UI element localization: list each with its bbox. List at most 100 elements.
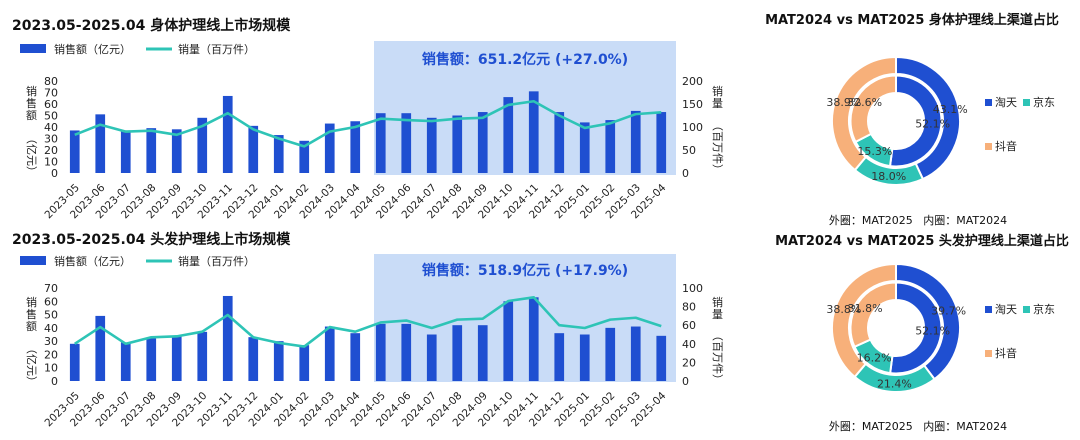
bar-mark [528,91,539,173]
bar-mark [197,117,208,173]
left-y-tick-label: 10 [44,156,58,169]
donut-caption: 外圈：MAT2025 内圈：MAT2024 [829,419,1007,433]
right-y-axis-ticks: 0 50 100 150 200 [682,75,703,180]
legend-label-douyin: 抖音 [995,346,1017,360]
inner-ring-slice-taotian [888,74,943,168]
right-y-tick-label: 60 [682,319,696,332]
right-y-tick-label: 0 [682,167,689,180]
legend-label-taotian: 淘天 [995,303,1017,316]
bar-mark [350,333,361,381]
body-care-channel-donut-chart: MAT2024 vs MAT2025 身体护理线上渠道占比 43.1% 18.0%… [765,12,1059,227]
bar-mark [69,130,80,173]
left-y-tick-label: 0 [51,167,58,180]
outer-ring-percent-label: 39.7% [931,304,966,317]
left-y-tick-label: 60 [44,295,58,308]
body-care-market-chart: 2023.05-2025.04 身体护理线上市场规模 销售额（亿元） 销量（百万… [12,17,724,221]
bar-mark [146,128,157,173]
legend-label-jingdong: 京东 [1033,95,1055,109]
left-y-tick-label: 20 [44,144,58,157]
inner-ring-percent-label: 15.3% [857,145,892,158]
left-y-tick-label: 0 [51,375,58,388]
bar-mark [656,335,667,381]
bar-mark [197,331,208,381]
bar-mark [477,112,488,173]
left-axis-title: 销售额 [26,84,37,122]
bar-mark [503,301,514,381]
outer-ring-percent-label: 38.9% [826,96,861,109]
bar-mark [605,327,616,381]
donut-rings [831,262,961,393]
bar-mark [426,117,437,173]
outer-ring-percent-label: 21.4% [877,377,912,390]
bar-mark [605,120,616,173]
bar-mark [171,335,182,381]
bar-mark [554,112,565,173]
right-y-tick-label: 20 [682,356,696,369]
legend-label-douyin: 抖音 [995,139,1017,153]
bar-mark [630,110,641,173]
inner-ring-percent-label: 31.8% [848,302,883,315]
legend-swatch-bar [20,44,46,53]
legend-label-volume: 销量（百万件） [178,254,255,268]
legend-swatch-taotian [985,99,992,106]
legend-label-sales: 销售额（亿元） [54,254,131,268]
bar-mark [95,315,106,381]
left-y-tick-label: 50 [44,110,58,123]
volume-line-series [74,99,662,148]
bar-mark [222,295,233,381]
right-y-tick-label: 200 [682,75,703,88]
left-y-tick-label: 80 [44,75,58,88]
bar-mark [171,129,182,173]
legend: 淘天 京东 抖音 [985,95,1055,153]
legend-label-volume: 销量（百万件） [178,42,255,56]
right-y-tick-label: 40 [682,338,696,351]
left-axis-unit: （亿元） [25,133,38,177]
highlight-region [374,41,676,175]
donut-percent-labels: 43.1% 18.0% 38.9% 52.1% 15.3% 32.6% [826,96,967,183]
right-y-tick-label: 80 [682,301,696,314]
inner-ring-percent-label: 16.2% [857,352,892,365]
right-y-tick-label: 50 [682,144,696,157]
bar-mark [299,345,310,381]
volume-line-series [74,295,662,348]
legend-swatch-douyin [985,350,992,357]
left-y-tick-label: 50 [44,309,58,322]
legend-label-taotian: 淘天 [995,96,1017,109]
bar-mark [401,323,412,381]
bar-mark [656,112,667,173]
right-y-tick-label: 100 [682,282,703,295]
legend: 淘天 京东 抖音 [985,302,1055,360]
bar-mark [579,334,590,381]
bar-mark [273,341,284,381]
left-axis-unit: （亿元） [25,343,38,387]
inner-ring-percent-label: 32.6% [847,96,882,109]
inner-ring-slice-douyin [849,281,897,349]
bar-mark [248,337,259,381]
bar-mark [95,114,106,173]
inner-ring-percent-label: 52.1% [915,117,950,130]
donut-rings [831,55,961,186]
bar-mark [69,343,80,381]
inner-ring-percent-label: 52.1% [915,324,950,337]
legend-swatch-taotian [985,306,992,313]
bar-mark [222,95,233,173]
left-axis-title: 销售额 [26,295,37,333]
legend: 销售额（亿元） 销量（百万件） [20,254,255,268]
legend-label-sales: 销售额（亿元） [54,42,131,56]
right-axis-title: 销量 [712,295,723,321]
volume-line [74,99,662,148]
hair-care-market-chart: 2023.05-2025.04 头发护理线上市场规模 销售额（亿元） 销量（百万… [12,231,724,429]
right-y-tick-label: 0 [682,375,689,388]
bar-mark [554,333,565,381]
chart-title: MAT2024 vs MAT2025 头发护理线上渠道占比 [775,233,1069,249]
chart-title: MAT2024 vs MAT2025 身体护理线上渠道占比 [765,12,1059,28]
chart-title: 2023.05-2025.04 身体护理线上市场规模 [12,17,291,34]
legend-label-jingdong: 京东 [1033,302,1055,316]
legend-swatch-jingdong [1023,99,1030,106]
highlight-annotation: 销售额：651.2亿元 (+27.0%) [422,51,628,68]
left-y-tick-label: 20 [44,348,58,361]
right-y-tick-label: 150 [682,98,703,111]
outer-ring-percent-label: 18.0% [871,170,906,183]
